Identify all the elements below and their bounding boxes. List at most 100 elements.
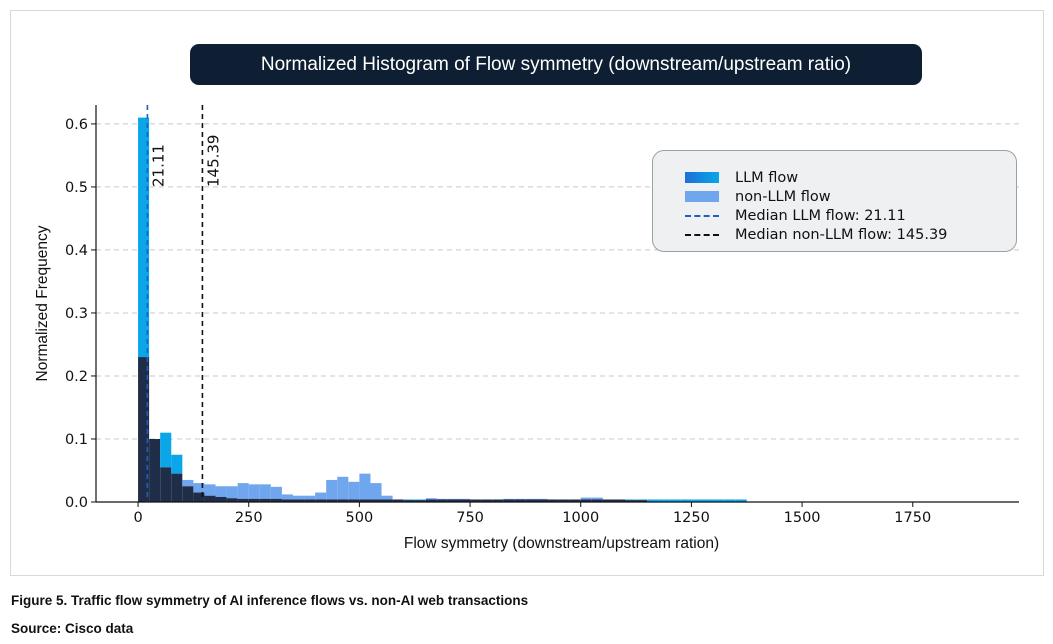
bar-llm-49: [680, 499, 692, 502]
legend-label-non-llm: non-LLM flow: [735, 188, 831, 205]
bar-llm-47: [658, 499, 670, 502]
bar-overlap-33: [503, 499, 515, 502]
bar-llm-44: [625, 499, 637, 501]
bar-llm-52: [713, 499, 725, 502]
bar-non-llm-7: [215, 486, 227, 497]
bar-overlap-30: [470, 499, 482, 502]
bar-non-llm-35: [525, 498, 537, 500]
bar-llm-24: [403, 499, 415, 501]
bar-non-llm-14: [292, 495, 305, 500]
bar-overlap-39: [569, 499, 581, 502]
bar-llm-53: [724, 499, 736, 502]
bar-overlap-2: [160, 467, 172, 502]
bar-llm-46: [647, 499, 659, 502]
bar-overlap-26: [425, 499, 437, 502]
bar-non-llm-41: [591, 497, 603, 500]
bar-non-llm-11: [259, 484, 271, 499]
bar-overlap-3: [171, 473, 183, 502]
bar-overlap-14: [292, 499, 305, 502]
bar-non-llm-28: [447, 498, 460, 500]
bar-non-llm-8: [226, 486, 238, 499]
figure-caption: Figure 5. Traffic flow symmetry of AI in…: [11, 593, 529, 608]
bar-overlap-15: [304, 499, 316, 502]
bar-overlap-4: [182, 486, 194, 502]
bar-overlap-38: [558, 499, 570, 502]
bar-overlap-45: [636, 500, 648, 502]
legend-item-median-non-llm: Median non-LLM flow: 145.39: [685, 225, 1016, 244]
x-axis-title: Flow symmetry (downstream/upstream ratio…: [404, 535, 719, 552]
bar-overlap-25: [414, 500, 426, 502]
bar-non-llm-36: [536, 498, 548, 500]
median-label-0: 21.11: [149, 144, 167, 187]
x-tick-label-4: 1000: [562, 510, 599, 526]
legend-swatch-non-llm: [685, 191, 719, 202]
bar-overlap-17: [326, 499, 338, 502]
bar-non-llm-22: [381, 495, 393, 500]
bar-non-llm-21: [370, 483, 382, 500]
bar-overlap-16: [315, 499, 327, 502]
bar-non-llm-18: [337, 476, 349, 500]
bar-llm-2: [160, 432, 172, 468]
bar-non-llm-10: [248, 484, 260, 499]
bar-overlap-1: [149, 438, 161, 502]
x-tick-label-7: 1750: [894, 510, 931, 526]
bar-overlap-42: [602, 499, 614, 502]
legend-label-llm: LLM flow: [735, 169, 799, 186]
bar-llm-51: [702, 499, 714, 502]
bar-non-llm-16: [315, 492, 327, 500]
legend-item-non-llm: non-LLM flow: [685, 187, 1016, 206]
bar-overlap-36: [536, 499, 548, 502]
legend-item-median-llm: Median LLM flow: 21.11: [685, 206, 1016, 225]
bar-overlap-8: [226, 498, 238, 502]
bar-overlap-40: [580, 499, 592, 502]
bar-overlap-44: [625, 500, 637, 502]
bar-overlap-32: [492, 499, 504, 502]
bar-overlap-0: [138, 357, 150, 502]
bar-non-llm-17: [326, 479, 338, 500]
bar-non-llm-20: [359, 473, 371, 500]
bar-overlap-35: [525, 499, 537, 502]
y-tick-label-5: 0.5: [65, 180, 88, 196]
bar-overlap-28: [447, 499, 460, 502]
bar-llm-25: [414, 499, 426, 501]
bar-non-llm-27: [436, 498, 448, 500]
bar-overlap-7: [215, 496, 227, 502]
x-tick-label-5: 1250: [673, 510, 710, 526]
x-tick-label-1: 250: [235, 510, 263, 526]
legend-line-median-non-llm: [685, 233, 719, 236]
bar-non-llm-19: [348, 481, 360, 500]
y-tick-label-0: 0.0: [65, 495, 88, 511]
bar-overlap-27: [436, 499, 448, 502]
y-tick-label-4: 0.4: [65, 243, 88, 259]
x-tick-label-3: 750: [456, 510, 484, 526]
bar-overlap-6: [204, 495, 216, 502]
bar-overlap-24: [403, 500, 415, 502]
bar-non-llm-4: [182, 479, 194, 487]
legend-label-median-non-llm: Median non-LLM flow: 145.39: [735, 226, 948, 243]
bar-non-llm-13: [281, 494, 293, 500]
bar-overlap-19: [348, 499, 360, 502]
legend-swatch-llm: [685, 172, 719, 183]
bar-llm-3: [171, 454, 183, 474]
bar-non-llm-6: [204, 484, 216, 496]
bar-overlap-5: [193, 492, 205, 502]
bar-overlap-34: [514, 499, 526, 502]
bar-overlap-43: [613, 499, 626, 502]
bar-overlap-13: [281, 499, 293, 502]
bar-overlap-10: [248, 498, 260, 502]
median-label-1: 145.39: [204, 135, 222, 187]
bar-overlap-18: [337, 499, 349, 502]
bar-overlap-31: [481, 499, 493, 502]
chart-title: Normalized Histogram of Flow symmetry (d…: [190, 44, 922, 85]
bar-non-llm-33: [503, 498, 515, 500]
bar-llm-54: [735, 499, 747, 502]
bar-non-llm-40: [580, 497, 592, 500]
x-tick-label-0: 0: [133, 510, 142, 526]
legend-item-llm: LLM flow: [685, 168, 1016, 187]
x-tick-label-2: 500: [346, 510, 374, 526]
y-tick-label-1: 0.1: [65, 432, 88, 448]
x-tick-label-6: 1500: [784, 510, 821, 526]
bar-overlap-9: [237, 498, 249, 502]
legend-line-median-llm: [685, 214, 719, 217]
